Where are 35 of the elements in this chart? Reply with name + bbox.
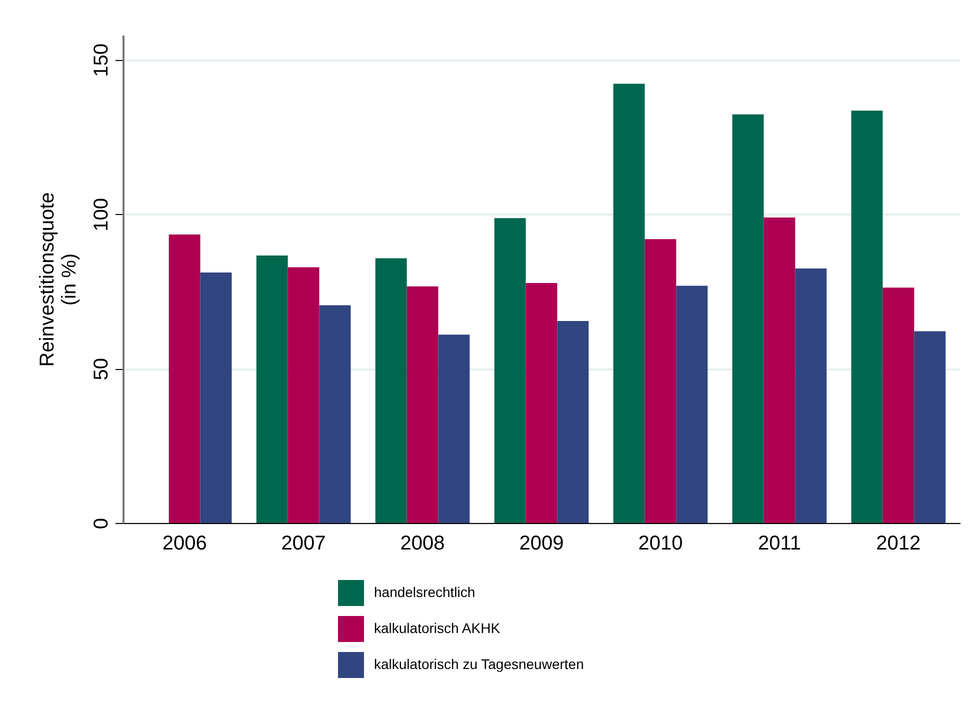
bar [732, 114, 764, 523]
bar [676, 286, 708, 523]
bar [256, 256, 288, 523]
bar [494, 218, 526, 523]
legend-label: kalkulatorisch zu Tagesneuwerten [374, 656, 584, 672]
y-tick-label: 0 [90, 518, 112, 530]
x-tick-label: 2006 [162, 532, 207, 554]
bar [406, 286, 438, 523]
bar [168, 234, 200, 523]
bar [764, 218, 796, 523]
bar [795, 268, 827, 523]
bar [851, 110, 883, 523]
bar [557, 321, 589, 523]
legend-label: handelsrechtlich [374, 584, 476, 600]
x-tick-label: 2010 [638, 532, 683, 554]
bar [526, 283, 558, 523]
x-tick-label: 2008 [400, 532, 445, 554]
legend-label: kalkulatorisch AKHK [374, 620, 501, 636]
y-tick-label: 50 [90, 358, 112, 380]
bar [319, 305, 351, 523]
y-axis-title: Reinvestitionsquote (in %) [36, 192, 80, 367]
bar [288, 267, 320, 523]
y-tick-label: 150 [90, 44, 112, 77]
x-tick-label: 2012 [876, 532, 921, 554]
bar [613, 84, 645, 523]
x-tick-label: 2007 [281, 532, 326, 554]
bar [438, 334, 470, 523]
x-tick-label: 2011 [758, 532, 801, 554]
bar [644, 239, 676, 523]
bar [914, 331, 946, 523]
bar [200, 272, 232, 523]
bar [882, 288, 914, 523]
bar [375, 258, 407, 523]
x-tick-label: 2009 [519, 532, 564, 554]
y-tick-label: 100 [90, 198, 112, 232]
